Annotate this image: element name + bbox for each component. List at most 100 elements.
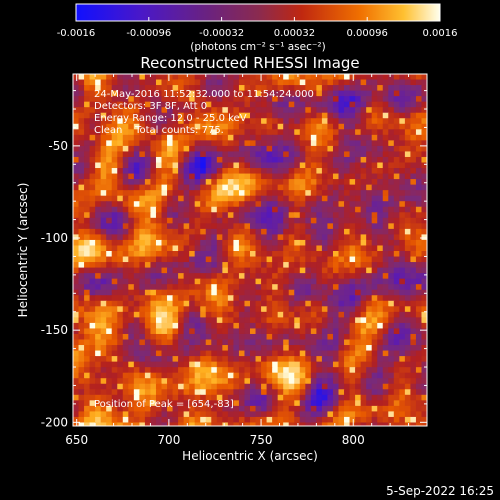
heatmap-cell (371, 151, 378, 158)
heatmap-cell (189, 151, 196, 158)
heatmap-cell (255, 289, 262, 296)
heatmap-cell (250, 206, 257, 213)
heatmap-cell (415, 394, 423, 401)
heatmap-cell (183, 345, 190, 352)
heatmap-cell (299, 300, 306, 307)
heatmap-cell (106, 228, 113, 236)
heatmap-cell (84, 118, 91, 125)
heatmap-cell (338, 156, 345, 164)
heatmap-cell (344, 90, 351, 97)
heatmap-cell (150, 422, 157, 426)
heatmap-cell (139, 245, 146, 252)
heatmap-cell (382, 311, 389, 318)
heatmap-cell (255, 223, 262, 230)
heatmap-cell (305, 322, 312, 330)
heatmap-cell (133, 190, 140, 197)
heatmap-cell (139, 328, 146, 335)
heatmap-cell (272, 217, 279, 224)
heatmap-cell (89, 367, 96, 374)
heatmap-cell (84, 190, 91, 197)
heatmap-cell (167, 190, 174, 197)
heatmap-cell (89, 190, 96, 197)
heatmap-cell (106, 372, 113, 379)
heatmap-cell (261, 140, 268, 147)
heatmap-cell (305, 195, 312, 202)
heatmap-cell (332, 112, 340, 119)
heatmap-cell (355, 74, 362, 81)
heatmap-cell (272, 394, 279, 401)
heatmap-cell (321, 212, 329, 219)
heatmap-cell (388, 322, 395, 330)
heatmap-cell (288, 350, 295, 357)
heatmap-cell (283, 134, 290, 141)
heatmap-cell (327, 184, 334, 191)
heatmap-cell (211, 394, 218, 401)
heatmap-cell (144, 367, 152, 374)
heatmap-cell (227, 145, 235, 153)
heatmap-cell (371, 267, 378, 274)
heatmap-cell (133, 74, 140, 81)
heatmap-cell (393, 79, 400, 86)
heatmap-cell (393, 345, 400, 352)
heatmap-cell (161, 278, 168, 285)
heatmap-cell (250, 345, 257, 352)
heatmap-cell (194, 378, 201, 385)
heatmap-cell (382, 79, 389, 86)
heatmap-cell (366, 345, 373, 352)
heatmap-cell (415, 123, 423, 130)
heatmap-cell (310, 278, 317, 285)
heatmap-cell (172, 173, 179, 180)
heatmap-cell (294, 389, 301, 396)
heatmap-cell (155, 212, 163, 219)
heatmap-cell (305, 422, 312, 426)
heatmap-cell (238, 300, 246, 307)
heatmap-cell (305, 356, 312, 363)
heatmap-cell (349, 162, 356, 169)
heatmap-cell (277, 411, 284, 418)
heatmap-cell (349, 284, 356, 291)
heatmap-cell (404, 422, 412, 426)
heatmap-cell (382, 228, 389, 236)
heatmap-cell (89, 85, 96, 92)
heatmap-cell (360, 345, 367, 352)
heatmap-cell (172, 101, 179, 108)
heatmap-cell (133, 228, 140, 236)
heatmap-cell (139, 179, 146, 186)
heatmap-cell (388, 85, 395, 92)
heatmap-cell (388, 278, 395, 285)
heatmap-cell (84, 228, 91, 236)
heatmap-cell (294, 311, 301, 318)
heatmap-cell (393, 129, 400, 136)
heatmap-cell (393, 206, 400, 213)
heatmap-cell (388, 206, 395, 213)
heatmap-cell (244, 129, 251, 136)
heatmap-cell (316, 217, 323, 224)
heatmap-cell (233, 345, 240, 352)
heatmap-cell (327, 107, 334, 114)
heatmap-cell (84, 156, 91, 164)
heatmap-cell (355, 317, 362, 324)
heatmap-cell (294, 262, 301, 269)
heatmap-cell (106, 389, 113, 396)
heatmap-cell (150, 179, 157, 186)
heatmap-cell (117, 79, 124, 86)
heatmap-cell (189, 394, 196, 401)
heatmap-cell (111, 350, 118, 357)
heatmap-cell (299, 90, 306, 97)
heatmap-cell (233, 256, 240, 263)
heatmap-cell (360, 339, 367, 346)
heatmap-cell (299, 262, 306, 269)
heatmap-cell (117, 350, 124, 357)
heatmap-cell (233, 184, 240, 191)
heatmap-cell (338, 251, 345, 258)
heatmap-cell (189, 74, 196, 81)
heatmap-cell (399, 273, 406, 280)
heatmap-cell (84, 223, 91, 230)
heatmap-cell (167, 195, 174, 202)
heatmap-cell (421, 212, 427, 219)
heatmap-cell (344, 284, 351, 291)
heatmap-cell (349, 339, 356, 346)
heatmap-cell (310, 300, 317, 307)
heatmap-cell (283, 273, 290, 280)
heatmap-cell (299, 140, 306, 147)
